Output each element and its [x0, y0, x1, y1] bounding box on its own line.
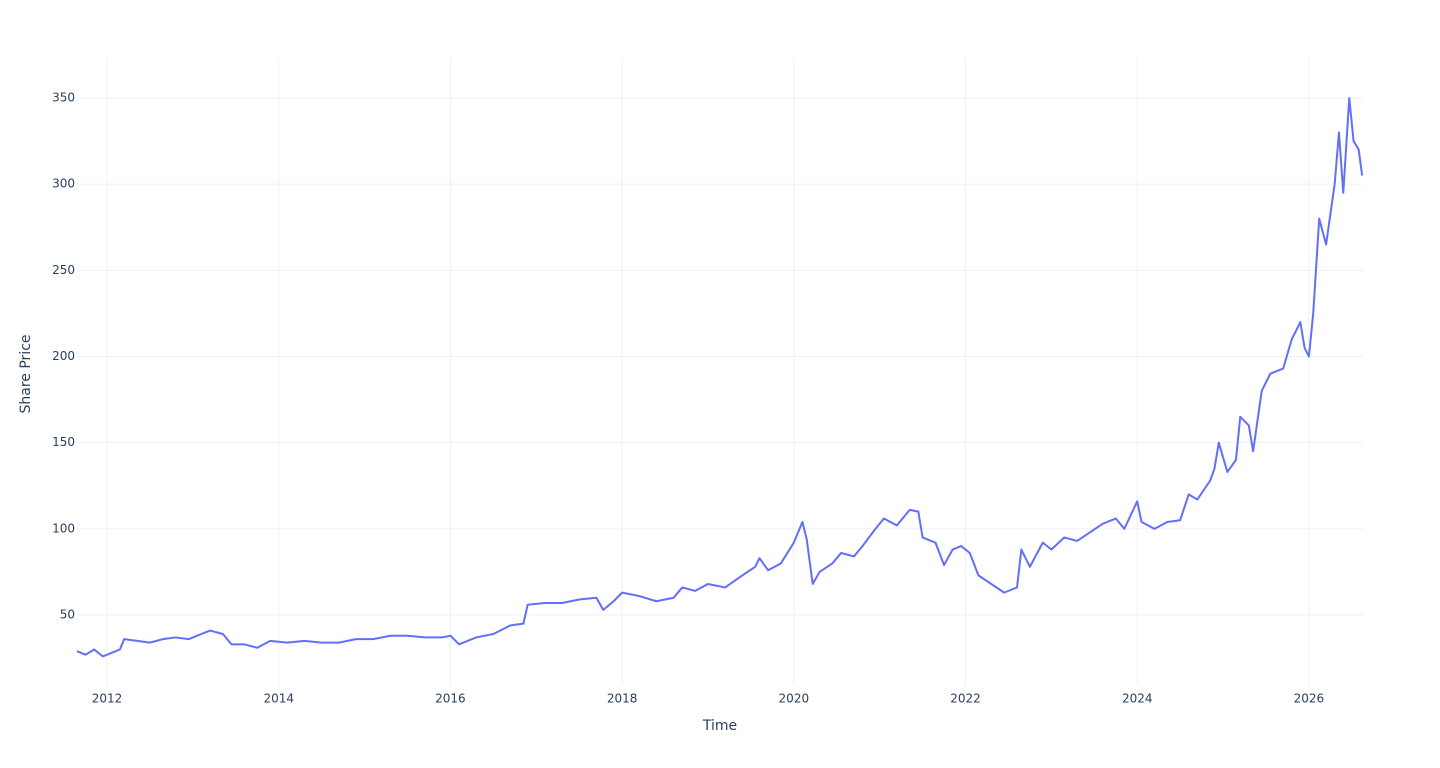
x-axis-title: Time [702, 718, 737, 734]
x-tick-label: 2014 [263, 692, 294, 706]
x-tick-label: 2020 [779, 692, 810, 706]
y-tick-label: 350 [52, 90, 75, 104]
y-tick-label: 250 [52, 263, 75, 277]
y-tick-label: 300 [52, 177, 75, 191]
x-tick-label: 2022 [950, 692, 981, 706]
line-series [76, 96, 1364, 658]
x-tick-label: 2018 [607, 692, 638, 706]
x-tick-label: 2026 [1294, 692, 1325, 706]
y-tick-label: 200 [52, 349, 75, 363]
y-tick-label: 100 [52, 521, 75, 535]
x-tick-label: 2024 [1122, 692, 1153, 706]
y-tick-label: 50 [60, 608, 75, 622]
y-axis-title: Share Price [18, 334, 34, 413]
x-tick-label: 2016 [435, 692, 466, 706]
y-tick-label: 150 [52, 435, 75, 449]
x-tick-label: 2012 [92, 692, 123, 706]
